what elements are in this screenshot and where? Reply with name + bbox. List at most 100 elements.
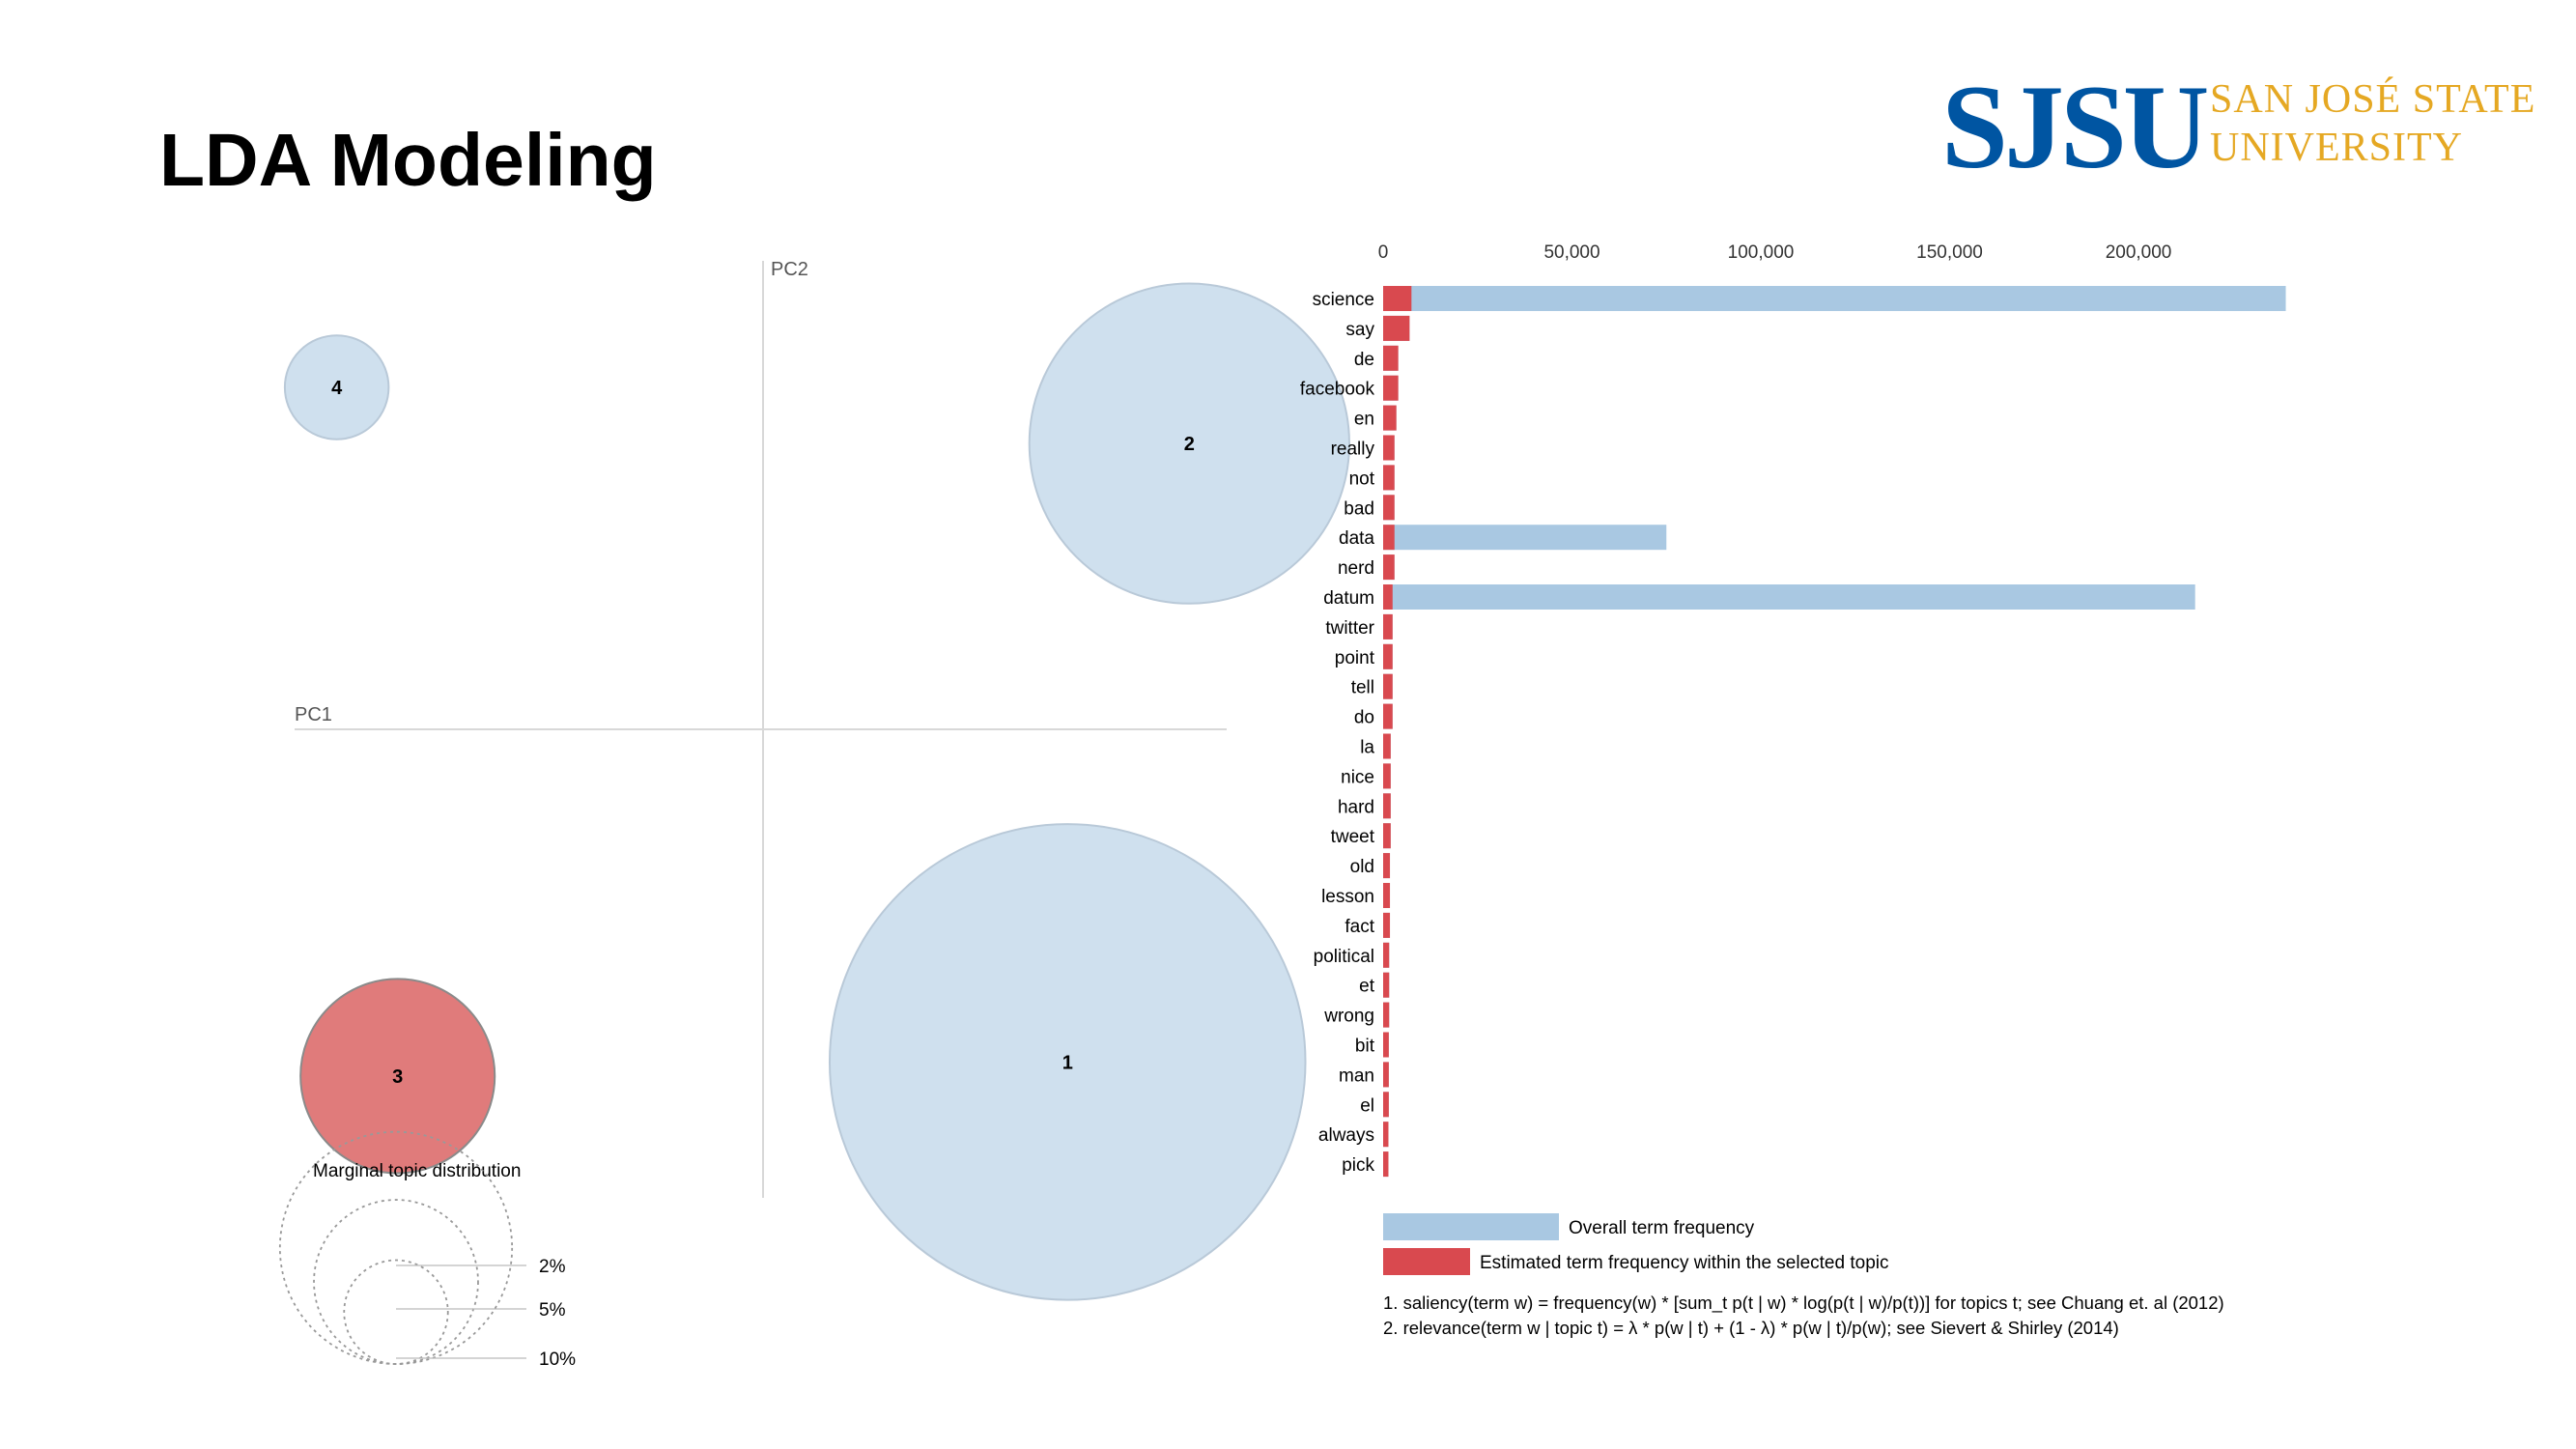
bar-selected-topic bbox=[1383, 643, 1393, 669]
term-label[interactable]: data bbox=[1339, 528, 1374, 549]
term-row-fact[interactable]: fact bbox=[1345, 912, 1391, 938]
bar-overall bbox=[1383, 525, 1667, 551]
x-tick-label: 200,000 bbox=[2106, 242, 2172, 263]
term-label[interactable]: facebook bbox=[1300, 380, 1375, 400]
term-label[interactable]: not bbox=[1349, 469, 1375, 489]
term-label[interactable]: nerd bbox=[1338, 558, 1374, 579]
term-label[interactable]: point bbox=[1335, 648, 1375, 668]
logo-mark: SJSU bbox=[1941, 61, 2209, 193]
topic-circles: 1 2 3 4 bbox=[283, 282, 1350, 1301]
term-row-science[interactable]: science bbox=[1313, 286, 2286, 311]
term-label[interactable]: fact bbox=[1345, 917, 1374, 937]
term-label[interactable]: pick bbox=[1342, 1155, 1374, 1176]
term-row-bit[interactable]: bit bbox=[1355, 1032, 1389, 1058]
term-row-political[interactable]: political bbox=[1314, 942, 1390, 968]
term-row-say[interactable]: say bbox=[1345, 315, 1410, 341]
term-row-hard[interactable]: hard bbox=[1338, 793, 1391, 819]
bar-selected-topic bbox=[1383, 554, 1395, 581]
bar-selected-topic bbox=[1383, 793, 1391, 819]
bar-selected-topic bbox=[1383, 405, 1397, 431]
x-axis-ticks: 0 50,000 100,000 150,000 200,000 bbox=[1378, 242, 2172, 263]
term-row-de[interactable]: de bbox=[1354, 345, 1399, 371]
bar-selected-topic bbox=[1383, 823, 1391, 849]
term-label[interactable]: la bbox=[1360, 738, 1374, 758]
legend-swatch-overall bbox=[1383, 1213, 1559, 1240]
note-relevance: 2. relevance(term w | topic t) = λ * p(w… bbox=[1383, 1318, 2119, 1338]
slide-title: LDA Modeling bbox=[159, 119, 657, 202]
size-legend: 2% 5% 10% bbox=[278, 1130, 576, 1370]
term-label[interactable]: really bbox=[1331, 440, 1375, 460]
term-row-en[interactable]: en bbox=[1354, 405, 1397, 431]
bar-selected-topic bbox=[1383, 733, 1391, 759]
term-row-pick[interactable]: pick bbox=[1342, 1151, 1389, 1178]
term-label[interactable]: en bbox=[1354, 410, 1374, 430]
term-row-wrong[interactable]: wrong bbox=[1323, 1002, 1390, 1028]
term-row-man[interactable]: man bbox=[1339, 1062, 1389, 1088]
term-label[interactable]: do bbox=[1354, 708, 1374, 728]
term-label[interactable]: lesson bbox=[1321, 887, 1374, 907]
term-label[interactable]: tweet bbox=[1331, 827, 1375, 847]
x-tick-label: 150,000 bbox=[1916, 242, 1983, 263]
term-row-bad[interactable]: bad bbox=[1344, 495, 1395, 521]
topic-label: 4 bbox=[331, 378, 343, 399]
term-label[interactable]: old bbox=[1350, 857, 1374, 877]
bar-overall bbox=[1383, 584, 2195, 610]
topic-label: 1 bbox=[1062, 1052, 1073, 1073]
term-row-data[interactable]: data bbox=[1339, 525, 1667, 551]
term-row-tell[interactable]: tell bbox=[1351, 673, 1393, 699]
bar-selected-topic bbox=[1383, 1032, 1389, 1058]
bar-selected-topic bbox=[1383, 345, 1399, 371]
bar-selected-topic bbox=[1383, 1002, 1390, 1028]
term-label[interactable]: el bbox=[1360, 1095, 1374, 1116]
term-label[interactable]: datum bbox=[1323, 588, 1374, 609]
term-row-nerd[interactable]: nerd bbox=[1338, 554, 1395, 581]
topic-circle[interactable] bbox=[828, 823, 1307, 1301]
term-label[interactable]: wrong bbox=[1323, 1007, 1374, 1027]
topic-3[interactable]: 3 bbox=[299, 978, 496, 1175]
term-label[interactable]: tell bbox=[1351, 678, 1374, 698]
sjsu-logo: SJSU SAN JOSÉ STATE UNIVERSITY bbox=[1941, 61, 2534, 193]
legend-label-selected: Estimated term frequency within the sele… bbox=[1480, 1253, 1888, 1273]
topic-circle[interactable] bbox=[1028, 282, 1350, 605]
term-label[interactable]: bit bbox=[1355, 1037, 1375, 1057]
legend-label-overall: Overall term frequency bbox=[1569, 1218, 1755, 1238]
term-row-el[interactable]: el bbox=[1360, 1092, 1389, 1118]
term-row-point[interactable]: point bbox=[1335, 643, 1393, 669]
term-label[interactable]: science bbox=[1313, 290, 1374, 310]
term-row-not[interactable]: not bbox=[1349, 465, 1395, 491]
bar-selected-topic bbox=[1383, 375, 1399, 401]
term-label[interactable]: nice bbox=[1341, 767, 1374, 787]
term-row-old[interactable]: old bbox=[1350, 853, 1391, 879]
term-row-facebook[interactable]: facebook bbox=[1300, 375, 1399, 401]
term-label[interactable]: bad bbox=[1344, 498, 1374, 519]
topic-1[interactable]: 1 bbox=[828, 823, 1307, 1301]
term-row-tweet[interactable]: tweet bbox=[1331, 823, 1391, 849]
bar-selected-topic bbox=[1383, 435, 1395, 461]
term-row-et[interactable]: et bbox=[1359, 972, 1390, 998]
term-row-nice[interactable]: nice bbox=[1341, 763, 1391, 789]
term-row-do[interactable]: do bbox=[1354, 703, 1393, 729]
term-label[interactable]: say bbox=[1345, 320, 1374, 340]
term-label[interactable]: always bbox=[1318, 1125, 1374, 1146]
term-label[interactable]: twitter bbox=[1325, 618, 1374, 639]
bar-selected-topic bbox=[1383, 465, 1395, 491]
topic-circle[interactable] bbox=[299, 978, 496, 1175]
term-row-datum[interactable]: datum bbox=[1323, 584, 2195, 610]
term-row-always[interactable]: always bbox=[1318, 1122, 1389, 1148]
term-row-really[interactable]: really bbox=[1331, 435, 1395, 461]
bar-selected-topic bbox=[1383, 703, 1393, 729]
term-label[interactable]: political bbox=[1314, 947, 1374, 967]
pc1-axis-label: PC1 bbox=[295, 704, 332, 725]
term-label[interactable]: et bbox=[1359, 977, 1375, 997]
term-label[interactable]: de bbox=[1354, 350, 1374, 370]
topic-circle[interactable] bbox=[283, 334, 390, 440]
bar-selected-topic bbox=[1383, 1122, 1389, 1148]
term-row-lesson[interactable]: lesson bbox=[1321, 883, 1391, 908]
size-legend-label: 2% bbox=[539, 1257, 566, 1277]
topic-2[interactable]: 2 bbox=[1028, 282, 1350, 605]
term-label[interactable]: man bbox=[1339, 1065, 1374, 1086]
term-row-twitter[interactable]: twitter bbox=[1325, 613, 1393, 639]
term-label[interactable]: hard bbox=[1338, 797, 1374, 817]
topic-4[interactable]: 4 bbox=[283, 334, 390, 440]
term-row-la[interactable]: la bbox=[1360, 733, 1391, 759]
